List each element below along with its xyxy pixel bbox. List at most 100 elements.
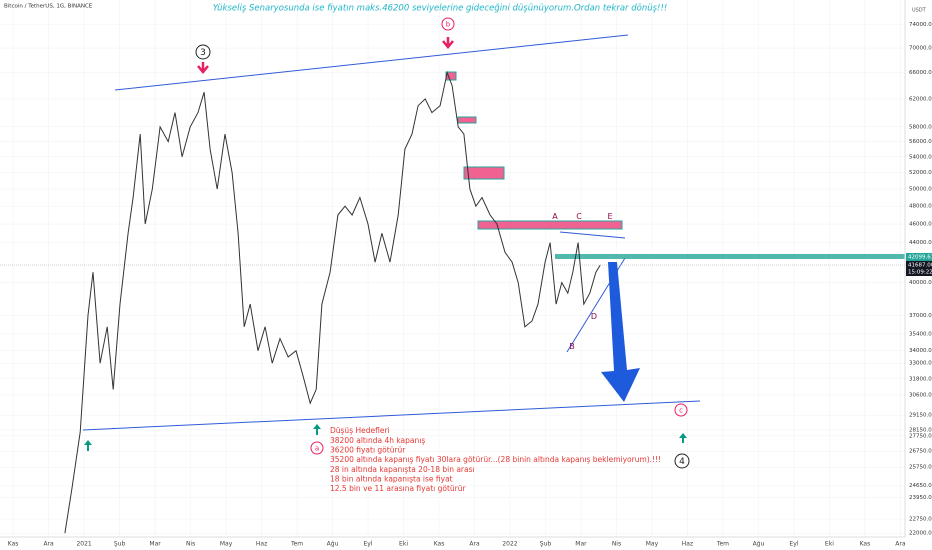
y-tick-label: 70000.00: [909, 46, 932, 52]
y-tick-label: 40000.00: [909, 280, 932, 286]
y-tick-label: 66000.00: [909, 70, 932, 76]
y-tick-label: 44000.00: [909, 240, 932, 246]
target-line: 38200 altında 4h kapanış: [330, 436, 425, 445]
y-tick-label: 46000.00: [909, 222, 932, 228]
x-tick-label: May: [220, 541, 233, 548]
price-tag-label: 41687.00: [908, 263, 932, 269]
x-tick-label: Eki: [399, 541, 408, 548]
header: Bitcoin / TetherUS, 1G, BINANCE: [4, 4, 93, 10]
x-tick-label: Mar: [149, 541, 161, 548]
x-tick-label: Ağu: [327, 541, 339, 548]
x-tick-label: Eyl: [789, 541, 798, 548]
x-tick-label: Şub: [114, 541, 126, 548]
pink-arrow: [197, 62, 209, 74]
x-tick-label: Eki: [825, 541, 834, 548]
x-tick-label: Mar: [575, 541, 587, 548]
y-tick-label: 30600.00: [909, 392, 932, 398]
y-tick-label: 31800.00: [909, 376, 932, 382]
label-circle: [310, 441, 324, 455]
pink-arrow: [442, 37, 454, 49]
wave-label: D: [591, 312, 597, 321]
y-tick-label: 35400.00: [909, 331, 932, 337]
y-tick-label: 23950.00: [909, 495, 932, 501]
wave-label: c: [679, 407, 683, 415]
y-tick-label: 37000.00: [909, 313, 932, 319]
x-tick-label: Ara: [895, 541, 906, 548]
price-tag-label: 15:09:22: [908, 270, 932, 276]
triangle-line: [559, 231, 626, 239]
x-tick-label: Tem: [290, 541, 303, 548]
label-circle: [441, 17, 455, 31]
y-tick-label: 33000.00: [909, 361, 932, 367]
green-arrow: [679, 433, 687, 443]
target-line: 12.5 bin ve 11 arasına fiyatı götürür: [330, 484, 466, 493]
y-tick-label: 22000.00: [909, 531, 932, 537]
zone: [457, 116, 477, 124]
drawings: [0, 0, 906, 538]
x-tick-label: 2022: [502, 541, 517, 548]
target-line: 36200 fiyatı götürür: [330, 446, 406, 455]
x-tick-label: Haz: [682, 541, 693, 548]
wave-label: 3: [200, 48, 206, 58]
grid: [0, 0, 905, 537]
x-tick-label: Kas: [8, 541, 19, 548]
x-tick-label: Ara: [469, 541, 480, 548]
x-tick-label: Kas: [860, 541, 871, 548]
wave-label: B: [569, 342, 575, 351]
price-line: [64, 70, 601, 534]
x-tick-label: Haz: [256, 541, 267, 548]
wave-label: A: [552, 212, 558, 221]
y-tick-label: 62000.00: [909, 96, 932, 102]
currency: USDT: [912, 8, 927, 14]
title: Yükseliş Senaryosunda ise fiyatın maks.4…: [213, 4, 668, 14]
price-tag: [906, 261, 932, 269]
target-line: 35200 altında kapanış fiyatı 30lara götü…: [330, 455, 661, 464]
resistance-zone: [555, 254, 905, 259]
y-tick-label: 56000.00: [909, 139, 932, 145]
x-tick-label: Kas: [434, 541, 445, 548]
label-circle: [674, 453, 690, 469]
green-arrow: [84, 440, 92, 451]
x-tick-label: Tem: [716, 541, 729, 548]
wave-label: b: [446, 21, 451, 29]
y-tick-label: 27750.00: [909, 433, 932, 439]
wave-label: C: [576, 212, 582, 221]
y-tick-label: 52000.00: [909, 170, 932, 176]
label-circle: [195, 44, 211, 60]
green-arrow: [313, 424, 321, 435]
wave-label: E: [607, 212, 612, 221]
wave-label: 4: [679, 457, 685, 467]
wave-label: a: [315, 445, 319, 453]
targets-title: Düşüş Hedefleri: [330, 426, 390, 435]
label-circle: [674, 403, 688, 417]
x-tick-label: 2021: [76, 541, 91, 548]
y-tick-label: 24650.00: [909, 483, 932, 489]
x-tick-label: Nis: [612, 541, 621, 548]
target-line: 18 bin altında kapanışta ise fiyat: [330, 474, 453, 483]
price-tag: [906, 268, 932, 276]
y-tick-label: 50000.00: [909, 187, 932, 193]
y-tick-label: 25750.00: [909, 465, 932, 471]
lower-trendline: [82, 400, 701, 431]
x-tick-label: Eyl: [364, 541, 373, 548]
y-tick-label: 29150.00: [909, 413, 932, 419]
y-tick-label: 26750.00: [909, 449, 932, 455]
zone: [477, 220, 623, 230]
y-tick-label: 58000.00: [909, 124, 932, 130]
x-tick-label: May: [646, 541, 659, 548]
y-tick-label: 48000.00: [909, 204, 932, 210]
x-tick-label: Şub: [540, 541, 552, 548]
down-arrow: [601, 262, 640, 402]
x-tick-label: Ara: [43, 541, 54, 548]
upper-trendline: [114, 34, 629, 91]
price-tag-label: 42099.61: [908, 255, 932, 261]
zone: [463, 166, 505, 180]
x-tick-label: Nis: [186, 541, 195, 548]
y-tick-label: 34000.00: [909, 348, 932, 354]
y-tick-label: 74000.00: [909, 22, 932, 28]
y-tick-label: 22750.00: [909, 517, 932, 523]
x-tick-label: Ağu: [753, 541, 765, 548]
y-tick-label: 28150.00: [909, 427, 932, 433]
price-tag: [906, 253, 932, 261]
